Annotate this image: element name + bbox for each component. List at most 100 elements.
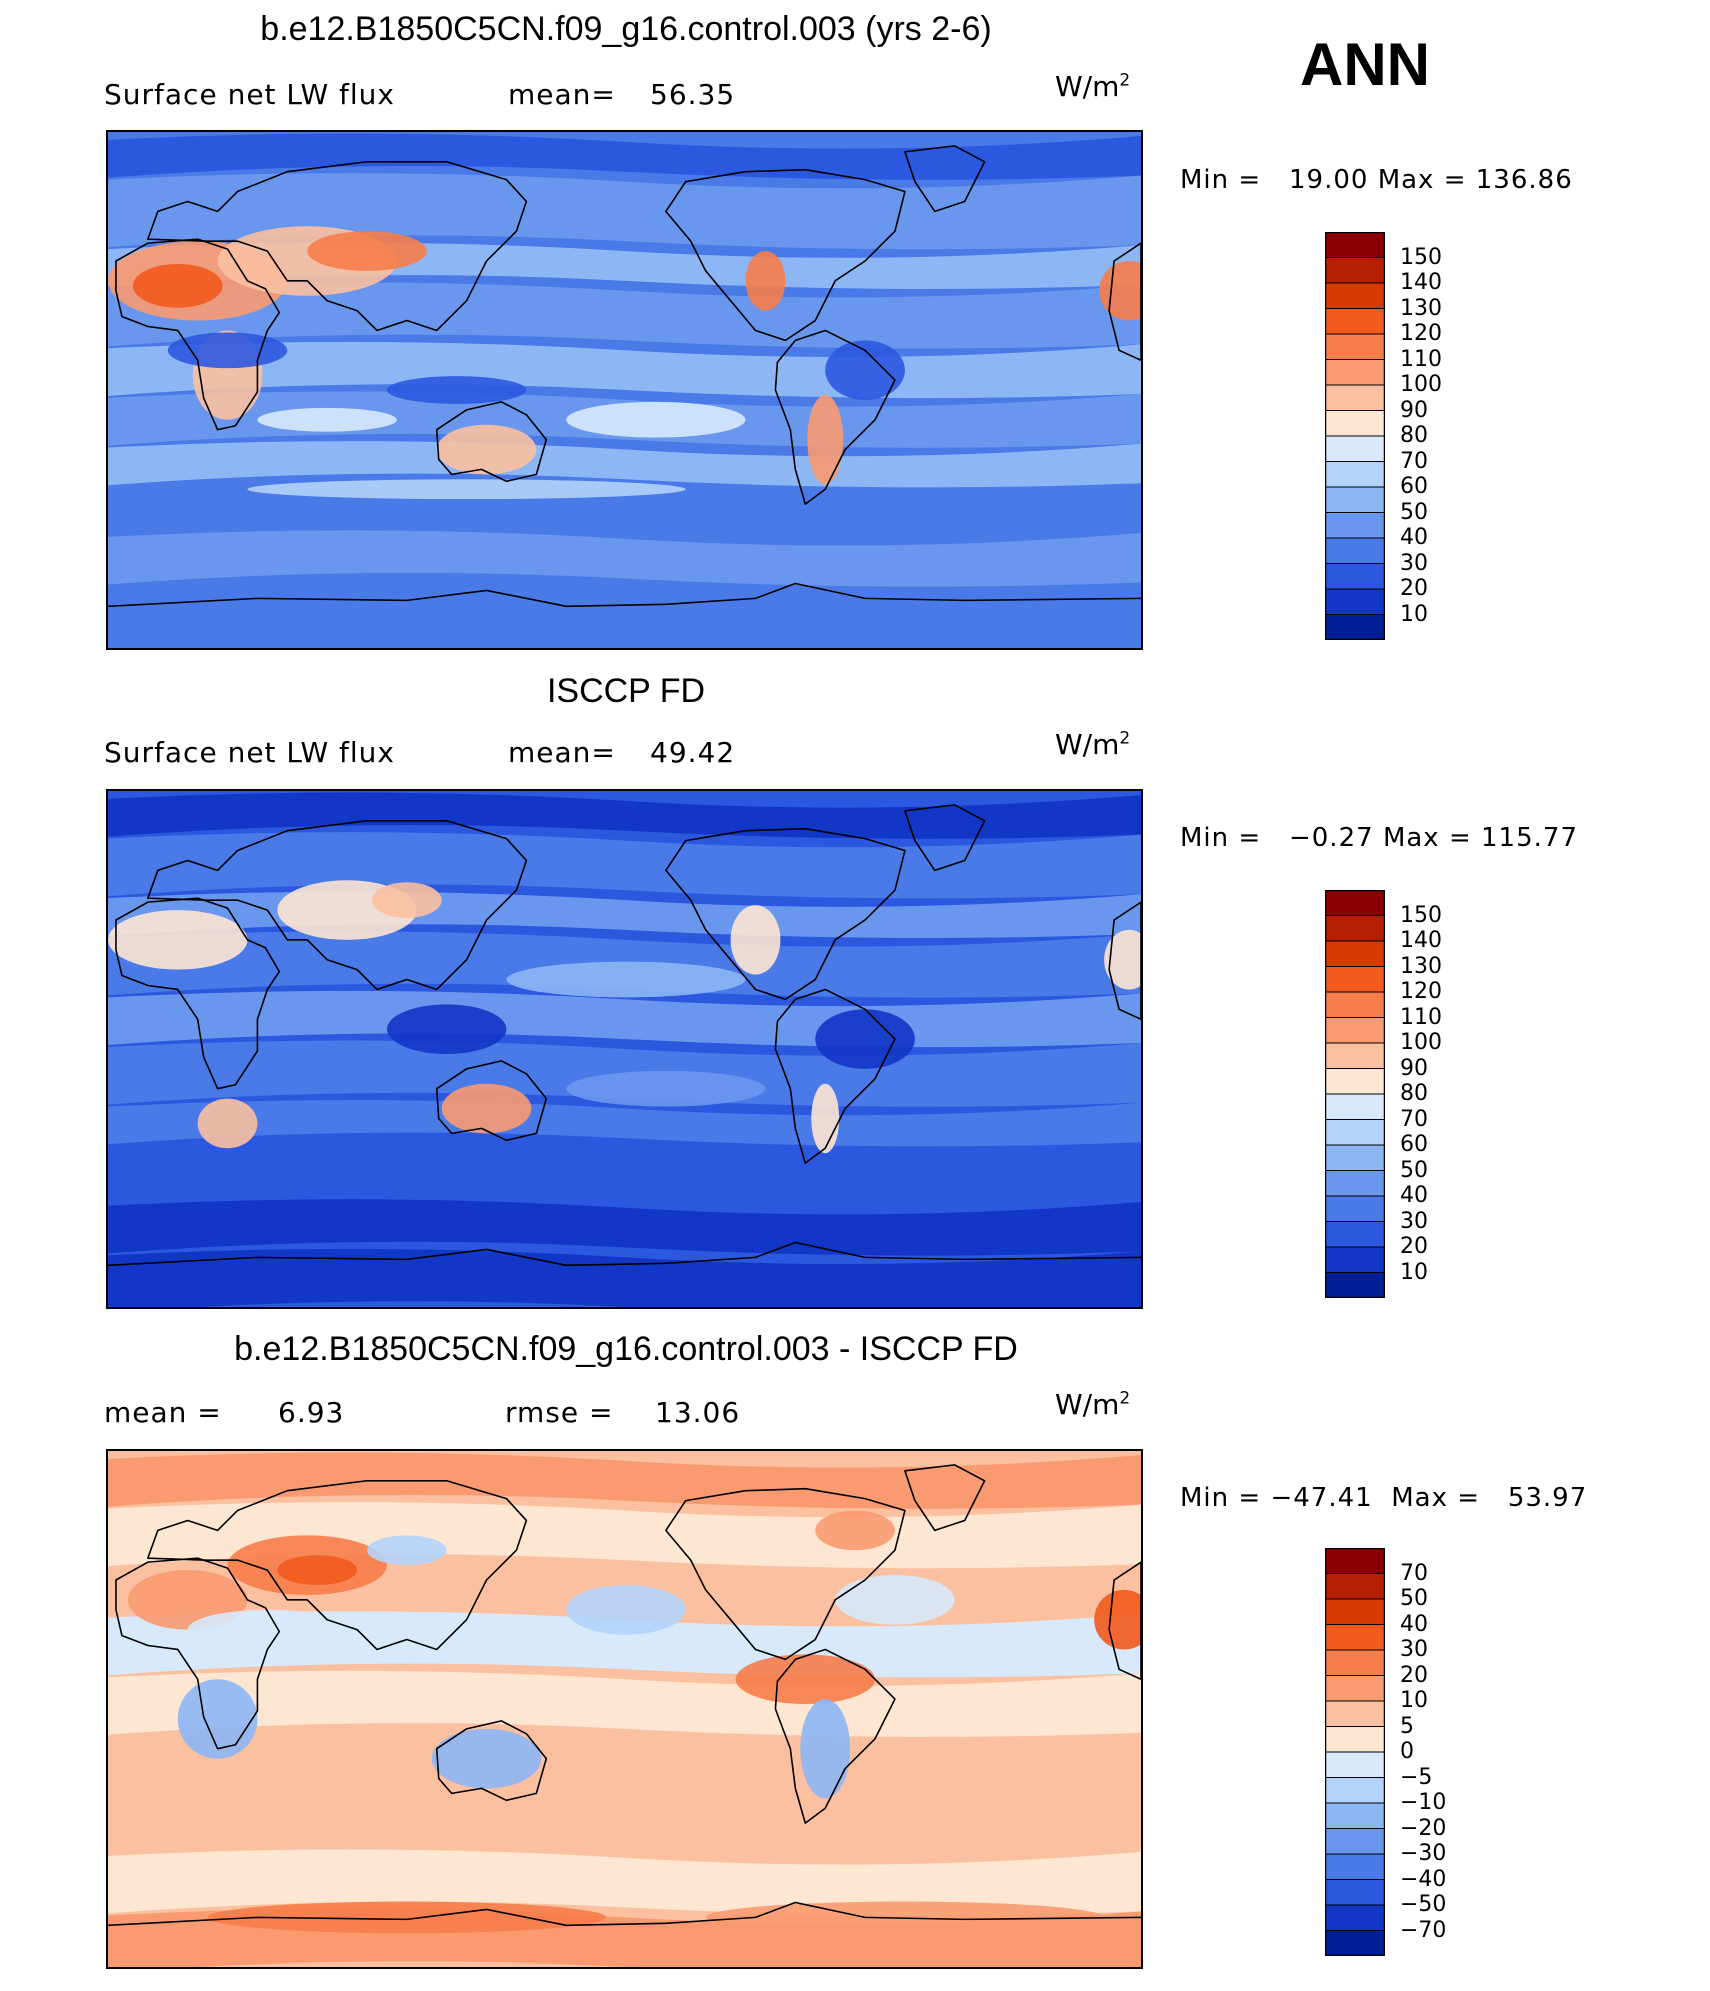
panel-1-colorbar bbox=[1325, 232, 1385, 640]
colorbar-swatch bbox=[1325, 1119, 1385, 1146]
map-contour-region bbox=[730, 905, 781, 975]
colorbar-swatch bbox=[1325, 282, 1385, 310]
coastline bbox=[904, 1464, 986, 1532]
colorbar-swatch bbox=[1325, 1042, 1385, 1070]
colorbar-swatch bbox=[1325, 1246, 1385, 1274]
map-contour-region bbox=[1104, 929, 1141, 990]
map-contour-region bbox=[386, 376, 527, 404]
map-contour-region bbox=[835, 1575, 955, 1625]
colorbar-swatch bbox=[1325, 410, 1385, 437]
map-contour-region bbox=[436, 424, 537, 475]
colorbar-tick-label: 150 bbox=[1400, 902, 1442, 928]
colorbar-tick-label: 100 bbox=[1400, 1030, 1442, 1055]
map-contour-region bbox=[566, 1584, 686, 1635]
coastline bbox=[115, 1557, 281, 1750]
panel-2-units: W/m2 bbox=[1055, 728, 1131, 761]
colorbar-swatch bbox=[1325, 1802, 1385, 1830]
colorbar-tick-label: 20 bbox=[1400, 1662, 1428, 1688]
colorbar-swatch bbox=[1325, 1700, 1385, 1728]
colorbar-swatch bbox=[1325, 1195, 1385, 1223]
colorbar-tick-label: 70 bbox=[1400, 448, 1428, 474]
colorbar-tick-label: 130 bbox=[1400, 953, 1442, 979]
colorbar-swatch bbox=[1325, 588, 1385, 616]
coastline bbox=[435, 1720, 548, 1802]
colorbar-tick-label: 90 bbox=[1400, 397, 1428, 423]
map-contour-band bbox=[108, 1849, 1141, 1916]
colorbar-tick-label: 60 bbox=[1400, 1132, 1428, 1157]
map-contour-region bbox=[807, 394, 844, 485]
map-contour-region bbox=[207, 1901, 607, 1934]
colorbar-tick-label: −10 bbox=[1400, 1790, 1447, 1815]
colorbar-swatch bbox=[1325, 461, 1385, 488]
map-contour-region bbox=[566, 401, 746, 438]
colorbar-swatch bbox=[1325, 1777, 1385, 1804]
colorbar-swatch bbox=[1325, 1930, 1385, 1956]
colorbar-tick-label: 10 bbox=[1400, 1259, 1428, 1285]
colorbar-swatch bbox=[1325, 1751, 1385, 1779]
map-contour-region bbox=[1094, 1589, 1141, 1650]
colorbar-tick-label: 10 bbox=[1400, 601, 1428, 627]
map-contour-region bbox=[566, 1070, 766, 1107]
colorbar-tick-label: 30 bbox=[1400, 1208, 1428, 1234]
panel-1-map bbox=[106, 130, 1143, 650]
colorbar-swatch bbox=[1325, 1853, 1385, 1881]
coastline bbox=[147, 160, 528, 332]
colorbar-swatch bbox=[1325, 890, 1385, 917]
map-contour-region bbox=[815, 1510, 895, 1551]
colorbar-tick-label: −40 bbox=[1400, 1866, 1447, 1892]
map-contour-region bbox=[745, 251, 786, 311]
colorbar-tick-label: 20 bbox=[1400, 1234, 1428, 1259]
colorbar-tick-label: 50 bbox=[1400, 1586, 1428, 1611]
colorbar-swatch bbox=[1325, 1879, 1385, 1906]
map-contour-band bbox=[108, 1730, 1141, 1797]
coastline bbox=[774, 1648, 896, 1824]
panel-2-map bbox=[106, 789, 1143, 1309]
colorbar-swatch bbox=[1325, 1649, 1385, 1677]
colorbar-tick-label: 100 bbox=[1400, 372, 1442, 397]
colorbar-tick-label: −70 bbox=[1400, 1917, 1447, 1943]
coastline bbox=[147, 1479, 528, 1651]
colorbar-tick-label: 30 bbox=[1400, 1637, 1428, 1662]
coastline bbox=[665, 168, 906, 342]
colorbar-tick-label: 80 bbox=[1400, 423, 1428, 448]
coastline bbox=[108, 582, 1141, 608]
colorbar-swatch bbox=[1325, 384, 1385, 412]
colorbar-tick-label: 40 bbox=[1400, 1183, 1428, 1208]
coastline bbox=[904, 145, 986, 213]
panel-3-colorbar bbox=[1325, 1548, 1385, 1956]
panel-2-variable-label: Surface net LW flux bbox=[104, 736, 395, 769]
map-contour-region bbox=[431, 1728, 542, 1789]
panel-3-rmse-value: 13.06 bbox=[655, 1396, 741, 1429]
colorbar-swatch bbox=[1325, 512, 1385, 539]
panel-3-mean-label: mean = bbox=[104, 1396, 222, 1429]
colorbar-swatch bbox=[1325, 1068, 1385, 1095]
map-contour-band bbox=[108, 441, 1141, 488]
colorbar-swatch bbox=[1325, 435, 1385, 463]
coastline bbox=[115, 897, 281, 1090]
panel-3-units: W/m2 bbox=[1055, 1388, 1131, 1421]
map-contour-region bbox=[735, 1654, 876, 1705]
colorbar-tick-label: 20 bbox=[1400, 576, 1428, 601]
map-contour-region bbox=[366, 1535, 447, 1566]
map-contour-band bbox=[108, 173, 1141, 250]
colorbar-swatch bbox=[1325, 486, 1385, 514]
colorbar-swatch bbox=[1325, 940, 1385, 968]
colorbar-swatch bbox=[1325, 966, 1385, 993]
colorbar-swatch bbox=[1325, 308, 1385, 335]
map-contour-region bbox=[825, 340, 905, 400]
coastline bbox=[665, 827, 906, 1001]
coastline bbox=[115, 238, 281, 431]
colorbar-swatch bbox=[1325, 1598, 1385, 1626]
colorbar-swatch bbox=[1325, 915, 1385, 942]
colorbar-tick-label: 10 bbox=[1400, 1688, 1428, 1713]
colorbar-swatch bbox=[1325, 333, 1385, 361]
map-contour-region bbox=[167, 332, 288, 369]
panel-3-map bbox=[106, 1449, 1143, 1969]
colorbar-swatch bbox=[1325, 1548, 1385, 1575]
coastline bbox=[108, 1901, 1141, 1927]
colorbar-tick-label: 110 bbox=[1400, 1004, 1442, 1030]
coastline bbox=[1108, 1561, 1141, 1681]
colorbar-swatch bbox=[1325, 359, 1385, 386]
colorbar-swatch bbox=[1325, 1170, 1385, 1197]
map-contour-band bbox=[108, 1139, 1141, 1206]
